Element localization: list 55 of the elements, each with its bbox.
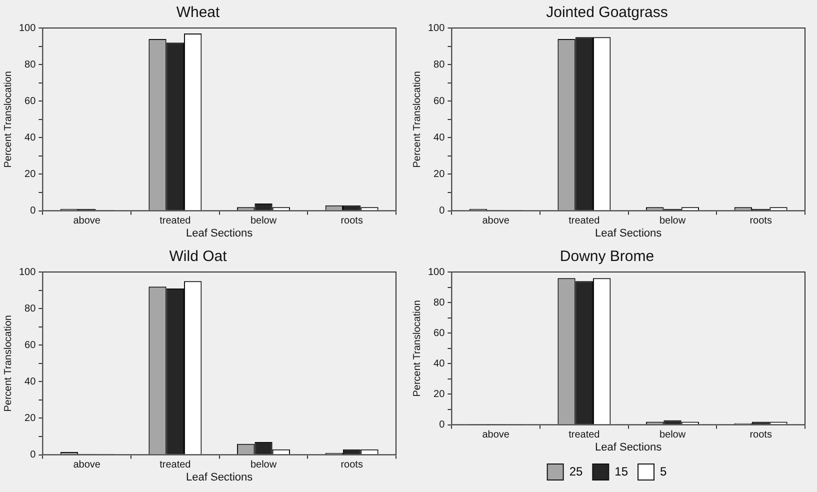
- y-tick-label: 20: [434, 168, 446, 180]
- y-tick-label: 0: [439, 420, 446, 431]
- x-axis-title: Leaf Sections: [595, 227, 662, 240]
- y-tick-label: 40: [434, 132, 446, 144]
- x-axis-title: Leaf Sections: [595, 441, 662, 454]
- y-tick-label: 60: [434, 328, 446, 339]
- legend-label: 25: [569, 464, 583, 478]
- y-tick-label: 60: [24, 96, 36, 107]
- y-tick-label: 100: [18, 266, 36, 278]
- y-tick-label: 60: [24, 340, 36, 351]
- y-tick-label: 100: [18, 22, 36, 34]
- x-tick-label: below: [250, 216, 278, 227]
- y-axis-title: Percent Translocation: [2, 71, 14, 168]
- x-tick-label: below: [659, 430, 686, 441]
- x-axis-title: Leaf Sections: [186, 227, 254, 240]
- x-tick-label: above: [482, 430, 510, 441]
- y-tick-label: 80: [434, 59, 446, 70]
- y-tick-label: 100: [428, 22, 446, 34]
- x-tick-label: roots: [750, 430, 772, 441]
- x-tick-label: treated: [160, 460, 191, 471]
- y-tick-label: 40: [24, 132, 36, 144]
- y-tick-label: 0: [30, 450, 36, 461]
- y-tick-label: 20: [24, 412, 36, 424]
- x-tick-label: treated: [160, 216, 191, 227]
- x-tick-label: above: [482, 216, 510, 227]
- x-tick-label: roots: [340, 460, 363, 471]
- chart-title: Wild Oat: [169, 248, 228, 266]
- x-tick-label: above: [73, 216, 101, 227]
- y-tick-label: 20: [24, 168, 36, 180]
- chart-title: Jointed Goatgrass: [546, 4, 668, 22]
- chart-title: Downy Brome: [560, 248, 654, 266]
- y-tick-label: 40: [24, 376, 36, 388]
- x-tick-label: roots: [340, 216, 363, 227]
- x-tick-label: treated: [568, 216, 600, 227]
- y-tick-label: 100: [428, 266, 446, 278]
- y-tick-label: 0: [30, 206, 36, 217]
- y-tick-label: 80: [434, 297, 446, 308]
- x-tick-label: roots: [750, 216, 772, 227]
- y-tick-label: 40: [434, 358, 446, 370]
- y-axis-title: Percent Translocation: [412, 300, 423, 397]
- x-tick-label: treated: [568, 430, 600, 441]
- y-tick-label: 20: [434, 388, 446, 400]
- legend-label: 15: [614, 464, 628, 478]
- y-axis-title: Percent Translocation: [2, 315, 14, 412]
- legend-label: 5: [660, 464, 668, 478]
- x-tick-label: below: [250, 460, 278, 471]
- chart-title: Wheat: [176, 4, 221, 22]
- y-tick-label: 80: [24, 303, 36, 314]
- x-axis-title: Leaf Sections: [186, 471, 254, 484]
- x-tick-label: above: [73, 460, 101, 471]
- y-axis-title: Percent Translocation: [412, 71, 423, 168]
- y-tick-label: 60: [434, 96, 446, 107]
- y-tick-label: 80: [24, 59, 36, 70]
- x-tick-label: below: [659, 216, 686, 227]
- y-tick-label: 0: [439, 206, 446, 217]
